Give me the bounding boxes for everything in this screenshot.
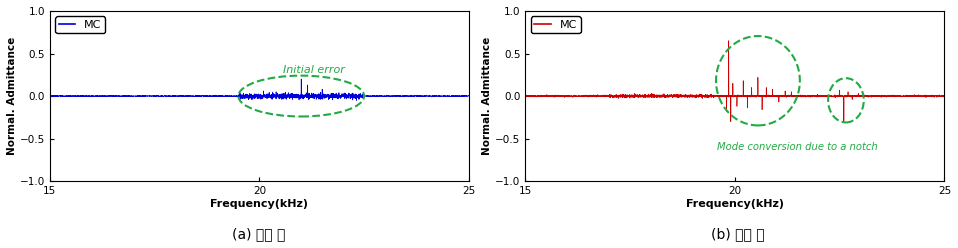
Text: Mode conversion due to a notch: Mode conversion due to a notch xyxy=(718,142,878,152)
Text: Initial error: Initial error xyxy=(283,65,345,75)
X-axis label: Frequency(kHz): Frequency(kHz) xyxy=(211,199,308,209)
Y-axis label: Normal. Admittance: Normal. Admittance xyxy=(7,37,17,155)
Y-axis label: Normal. Admittance: Normal. Admittance xyxy=(483,37,492,155)
Legend: MC: MC xyxy=(531,17,581,33)
Legend: MC: MC xyxy=(56,17,105,33)
Text: (b) 손상 후: (b) 손상 후 xyxy=(711,227,764,241)
X-axis label: Frequency(kHz): Frequency(kHz) xyxy=(686,199,784,209)
Text: (a) 손상 전: (a) 손상 전 xyxy=(232,227,285,241)
